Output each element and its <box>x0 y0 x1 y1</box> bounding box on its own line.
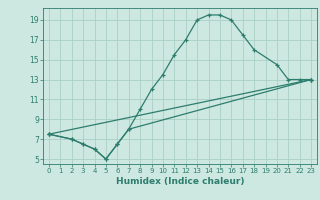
X-axis label: Humidex (Indice chaleur): Humidex (Indice chaleur) <box>116 177 244 186</box>
